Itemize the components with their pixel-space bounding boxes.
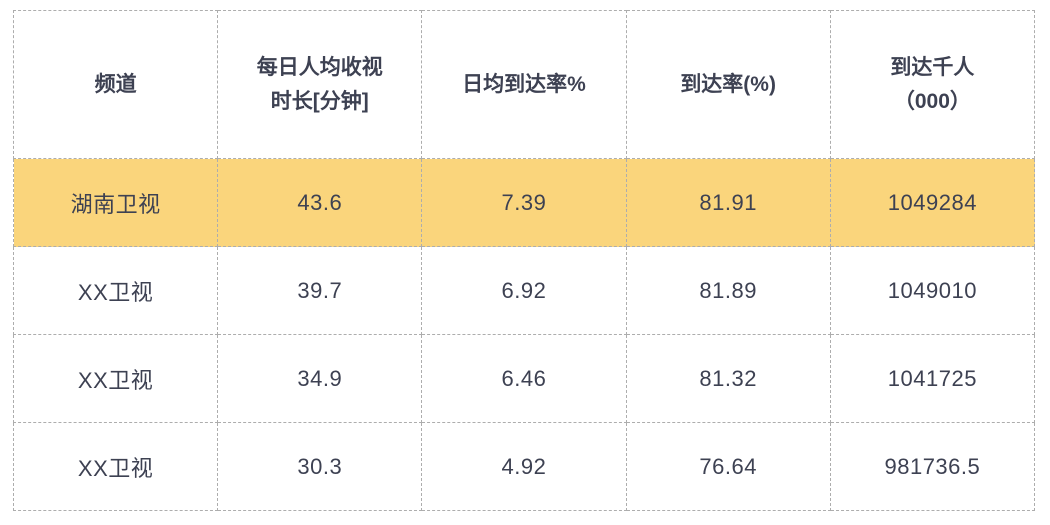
- header-text: （000）: [893, 89, 971, 113]
- cell-reach-thousands: 1049284: [829, 158, 1036, 247]
- cell-viewing-minutes: 39.7: [217, 246, 423, 335]
- table-row-highlighted: 湖南卫视 43.6 7.39 81.91 1049284: [12, 158, 1036, 247]
- cell-reach-rate: 76.64: [625, 422, 831, 511]
- tv-ratings-table: 频道 每日人均收视 时长[分钟] 日均到达率% 到达率(%) 到达千人: [12, 10, 1036, 511]
- cell-daily-reach: 6.92: [421, 246, 627, 335]
- table-body: 湖南卫视 43.6 7.39 81.91 1049284 XX卫视 39.7 6…: [12, 158, 1036, 511]
- cell-reach-rate: 81.91: [625, 158, 831, 247]
- header-text: 日均到达率%: [462, 72, 586, 96]
- table-row: XX卫视 34.9 6.46 81.32 1041725: [12, 334, 1036, 423]
- cell-daily-reach: 7.39: [421, 158, 627, 247]
- header-cell-daily-viewing-minutes: 每日人均收视 时长[分钟]: [217, 10, 423, 159]
- cell-daily-reach: 4.92: [421, 422, 627, 511]
- cell-reach-thousands: 1041725: [829, 334, 1036, 423]
- header-text: 到达千人: [890, 55, 975, 79]
- cell-reach-thousands: 1049010: [829, 246, 1036, 335]
- header-text: 时长[分钟]: [270, 89, 369, 113]
- header-text: 频道: [94, 72, 137, 96]
- cell-viewing-minutes: 43.6: [217, 158, 423, 247]
- cell-viewing-minutes: 30.3: [217, 422, 423, 511]
- table-row: XX卫视 30.3 4.92 76.64 981736.5: [12, 422, 1036, 511]
- header-text: 每日人均收视: [256, 55, 383, 79]
- cell-viewing-minutes: 34.9: [217, 334, 423, 423]
- cell-channel: XX卫视: [12, 334, 219, 423]
- cell-reach-rate: 81.32: [625, 334, 831, 423]
- cell-daily-reach: 6.46: [421, 334, 627, 423]
- header-cell-channel: 频道: [12, 10, 219, 159]
- header-row: 频道 每日人均收视 时长[分钟] 日均到达率% 到达率(%) 到达千人: [12, 10, 1036, 159]
- cell-channel: 湖南卫视: [12, 158, 219, 247]
- header-text: 到达率(%): [680, 72, 776, 96]
- header-cell-reach-thousands: 到达千人 （000）: [829, 10, 1036, 159]
- header-cell-reach-rate-percent: 到达率(%): [625, 10, 831, 159]
- cell-reach-rate: 81.89: [625, 246, 831, 335]
- header-cell-daily-reach-rate: 日均到达率%: [421, 10, 627, 159]
- cell-channel: XX卫视: [12, 422, 219, 511]
- table-row: XX卫视 39.7 6.92 81.89 1049010: [12, 246, 1036, 335]
- cell-channel: XX卫视: [12, 246, 219, 335]
- table-header: 频道 每日人均收视 时长[分钟] 日均到达率% 到达率(%) 到达千人: [12, 10, 1036, 159]
- cell-reach-thousands: 981736.5: [829, 422, 1036, 511]
